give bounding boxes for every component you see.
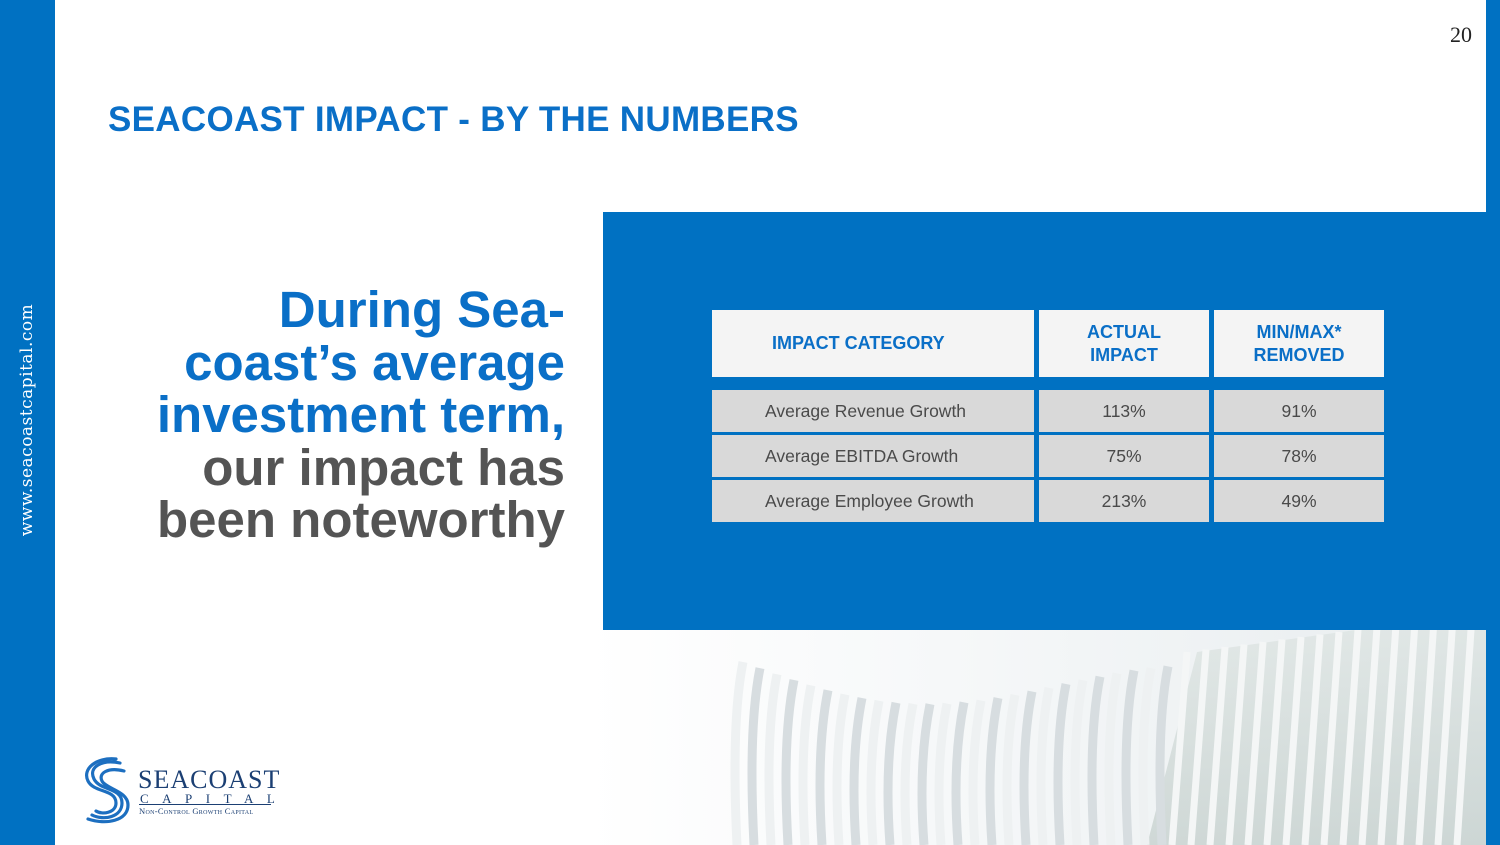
header-line: IMPACT (1090, 344, 1158, 365)
header-line: ACTUAL (1087, 321, 1161, 342)
impact-table: IMPACT CATEGORY ACTUAL IMPACT MIN/MAX* R… (707, 310, 1389, 525)
cell-minmax: 91% (1214, 390, 1384, 435)
logo-subtitle: CAPITAL (140, 791, 289, 806)
website-url: www.seacoastcapital.com (17, 303, 37, 537)
header-impact-category: IMPACT CATEGORY (712, 310, 1034, 390)
page-number: 20 (1450, 22, 1472, 47)
header-minmax-removed: MIN/MAX* REMOVED (1214, 310, 1384, 390)
headline-line: been noteworthy (156, 491, 565, 548)
logo-tagline: Non-Control Growth Capital (139, 806, 254, 816)
header-line: MIN/MAX* (1256, 321, 1342, 342)
table-row: Average Employee Growth 213% 49% (712, 480, 1384, 525)
cell-actual: 113% (1039, 390, 1209, 435)
logo-wordmark: SEACOAST (138, 765, 281, 794)
header-actual-impact: ACTUAL IMPACT (1039, 310, 1209, 390)
cell-category: Average Employee Growth (712, 480, 1034, 525)
cell-category: Average EBITDA Growth (712, 435, 1034, 480)
logo-divider (139, 804, 271, 805)
cell-category: Average Revenue Growth (712, 390, 1034, 435)
headline-line: our impact has (202, 438, 565, 496)
cell-minmax: 49% (1214, 480, 1384, 525)
cell-actual: 213% (1039, 480, 1209, 525)
table-row: Average Revenue Growth 113% 91% (712, 390, 1384, 435)
cell-actual: 75% (1039, 435, 1209, 480)
left-brand-bar: www.seacoastcapital.com (0, 0, 55, 845)
headline-line: investment term, (156, 386, 565, 443)
headline: During Sea- coast’s average investment t… (105, 281, 565, 548)
slide-title: SEACOAST IMPACT - BY THE NUMBERS (108, 100, 799, 139)
table-header-row: IMPACT CATEGORY ACTUAL IMPACT MIN/MAX* R… (712, 310, 1384, 390)
header-line: REMOVED (1253, 344, 1345, 365)
cell-minmax: 78% (1214, 435, 1384, 480)
building-photo (587, 612, 1486, 845)
table-row: Average EBITDA Growth 75% 78% (712, 435, 1384, 480)
headline-line: coast’s average (184, 333, 565, 391)
seacoast-logo-icon (85, 757, 130, 824)
seacoast-logo: SEACOAST CAPITAL Non-Control Growth Capi… (82, 757, 282, 827)
headline-line: During Sea- (278, 281, 565, 338)
